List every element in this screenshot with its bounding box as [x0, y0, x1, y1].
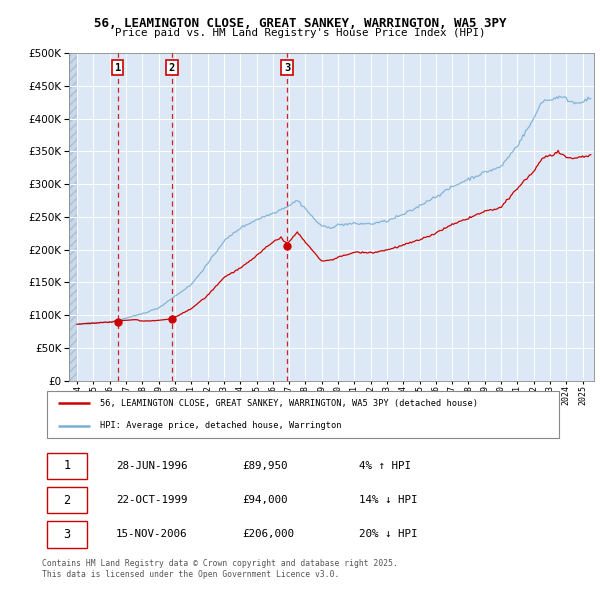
Text: 3: 3: [64, 528, 71, 541]
Text: 56, LEAMINGTON CLOSE, GREAT SANKEY, WARRINGTON, WA5 3PY: 56, LEAMINGTON CLOSE, GREAT SANKEY, WARR…: [94, 17, 506, 30]
Text: 56, LEAMINGTON CLOSE, GREAT SANKEY, WARRINGTON, WA5 3PY (detached house): 56, LEAMINGTON CLOSE, GREAT SANKEY, WARR…: [100, 399, 478, 408]
Text: 14% ↓ HPI: 14% ↓ HPI: [359, 495, 418, 505]
Text: £94,000: £94,000: [242, 495, 288, 505]
FancyBboxPatch shape: [47, 453, 87, 478]
Text: 15-NOV-2006: 15-NOV-2006: [116, 529, 187, 539]
Text: 1: 1: [64, 459, 71, 472]
Text: 28-JUN-1996: 28-JUN-1996: [116, 461, 187, 471]
Text: Price paid vs. HM Land Registry's House Price Index (HPI): Price paid vs. HM Land Registry's House …: [115, 28, 485, 38]
Text: 22-OCT-1999: 22-OCT-1999: [116, 495, 187, 505]
Text: £89,950: £89,950: [242, 461, 288, 471]
Text: 3: 3: [284, 63, 290, 73]
Text: 2: 2: [169, 63, 175, 73]
Text: 2: 2: [64, 493, 71, 507]
FancyBboxPatch shape: [47, 487, 87, 513]
Text: Contains HM Land Registry data © Crown copyright and database right 2025.
This d: Contains HM Land Registry data © Crown c…: [42, 559, 398, 579]
FancyBboxPatch shape: [47, 522, 87, 548]
Text: HPI: Average price, detached house, Warrington: HPI: Average price, detached house, Warr…: [100, 421, 341, 430]
FancyBboxPatch shape: [47, 391, 559, 438]
Text: £206,000: £206,000: [242, 529, 295, 539]
Text: 20% ↓ HPI: 20% ↓ HPI: [359, 529, 418, 539]
Text: 4% ↑ HPI: 4% ↑ HPI: [359, 461, 411, 471]
Text: 1: 1: [115, 63, 121, 73]
